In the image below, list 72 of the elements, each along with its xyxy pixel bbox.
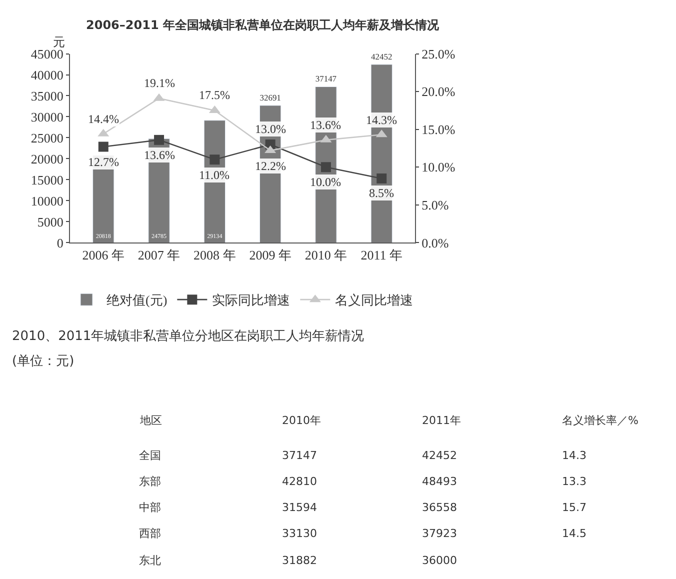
chart-title: 2006–2011 年全国城镇非私营单位在岗职工人均年薪及增长情况 [86,18,440,32]
y-tick-label: 35000 [30,88,64,104]
x-tick-label: 2010 年 [304,247,348,262]
y-tick-label: 40000 [30,67,64,82]
text: 13.3 [562,475,586,488]
point [98,142,108,152]
y-tick-label: 45000 [30,46,64,62]
data-label: 11.0% [199,168,230,182]
y-tick-label: 0 [56,235,64,250]
text: 14.3 [562,449,586,462]
text: 东部 [139,475,161,488]
y2-tick-label: 5.0% [422,197,449,212]
x-tick-label: 2006 年 [82,247,125,262]
y-tick-label: 25000 [30,130,64,146]
text: 37147 [282,449,317,462]
text: 2010年 [282,414,321,427]
point [320,162,331,172]
text: 2010、2011年城镇非私营单位分地区在岗职工人均年薪情况 [12,329,364,344]
y2-tick-label: 20.0% [422,84,456,100]
text: 37923 [422,527,457,540]
text: 48493 [422,475,457,488]
data-label: 13.6% [144,148,175,162]
data-label: 42452 [371,51,392,62]
text: 东北 [139,554,161,567]
data-label: 13.0% [255,122,286,136]
y-tick-label: 10000 [30,193,64,208]
text: 14.5 [562,527,586,540]
y2-tick-label: 10.0% [422,160,456,175]
data-label: 17.5% [199,88,230,102]
x-tick-label: 2009 年 [249,247,292,262]
text: 15.7 [562,501,586,514]
text: 西部 [139,527,161,540]
data-label: 8.5% [369,186,394,200]
y-tick-label: 30000 [30,109,64,124]
y2-tick-label: 0.0% [422,235,449,250]
y2-tick-label: 15.0% [422,122,456,137]
data-label: 37147 [315,74,337,84]
text: 中部 [139,501,161,514]
text: 地区 [139,414,162,427]
data-label: 14.3% [366,113,397,127]
text: 名义增长率／% [562,414,638,427]
data-label: 12.7% [88,155,119,169]
text: 31882 [282,554,317,567]
x-tick-label: 2008 年 [194,247,236,262]
point [154,134,164,145]
text: 2011年 [422,414,461,427]
text: 42810 [282,475,317,488]
data-label: 13.6% [310,118,341,132]
text: 42452 [422,449,457,462]
y2-tick-label: 25.0% [422,46,456,62]
x-tick-label: 2007 年 [138,247,180,262]
data-label: 10.0% [310,175,341,189]
y-tick-label: 5000 [37,214,64,230]
text: 31594 [282,501,317,514]
point [210,154,220,165]
legend-label: 绝对值(元) [106,292,168,308]
data-label: 12.2% [255,159,286,173]
point [376,173,387,184]
y-tick-label: 20000 [30,151,64,166]
y-tick-label: 15000 [30,172,64,188]
data-label: 14.4% [88,112,119,126]
y-axis-title: 元 [53,35,65,49]
data-label: 19.1% [144,76,175,90]
text: 36000 [422,554,457,567]
x-tick-label: 2011 年 [360,247,402,262]
text: 全国 [139,449,161,462]
legend-label: 实际同比增速 [212,292,290,308]
legend-label: 名义同比增速 [335,292,414,308]
text: (单位：元) [12,354,74,369]
text: 33130 [282,527,317,540]
text: 36558 [422,501,457,514]
data-label: 32691 [260,92,281,102]
